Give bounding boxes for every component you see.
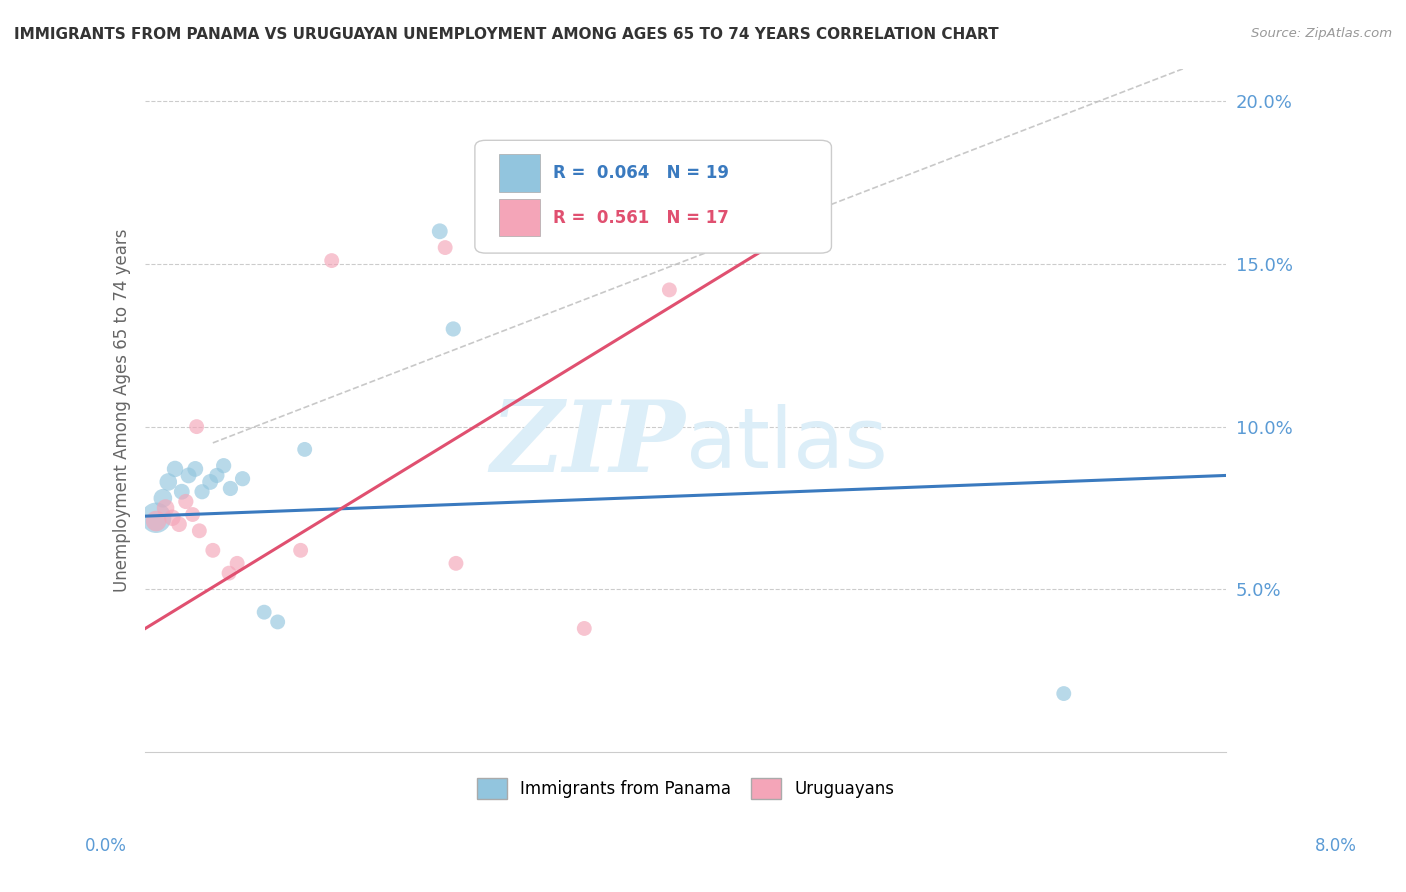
Point <box>444 557 467 571</box>
Point <box>212 458 235 473</box>
FancyBboxPatch shape <box>475 140 831 253</box>
Point <box>201 543 224 558</box>
Text: IMMIGRANTS FROM PANAMA VS URUGUAYAN UNEMPLOYMENT AMONG AGES 65 TO 74 YEARS CORRE: IMMIGRANTS FROM PANAMA VS URUGUAYAN UNEM… <box>14 27 998 42</box>
Point <box>170 484 193 499</box>
Point <box>163 462 186 476</box>
Point <box>253 605 276 619</box>
Point <box>167 517 190 532</box>
Text: Source: ZipAtlas.com: Source: ZipAtlas.com <box>1251 27 1392 40</box>
Y-axis label: Unemployment Among Ages 65 to 74 years: Unemployment Among Ages 65 to 74 years <box>114 228 131 592</box>
Point <box>321 253 343 268</box>
Point <box>145 510 167 524</box>
Point <box>152 491 174 506</box>
Point <box>198 475 221 489</box>
Point <box>232 472 254 486</box>
Legend: Immigrants from Panama, Uruguayans: Immigrants from Panama, Uruguayans <box>470 772 901 805</box>
Point <box>218 566 240 580</box>
Point <box>174 494 197 508</box>
Point <box>266 615 288 629</box>
Text: atlas: atlas <box>686 404 887 485</box>
Point <box>191 484 214 499</box>
Point <box>658 283 681 297</box>
Text: ZIP: ZIP <box>491 396 686 492</box>
Point <box>434 241 457 255</box>
Point <box>186 419 208 434</box>
Point <box>157 475 180 489</box>
Point <box>188 524 211 538</box>
Point <box>574 622 596 636</box>
Text: R =  0.064   N = 19: R = 0.064 N = 19 <box>553 164 728 182</box>
Point <box>155 501 177 516</box>
FancyBboxPatch shape <box>499 199 540 236</box>
Point <box>181 508 204 522</box>
Text: R =  0.561   N = 17: R = 0.561 N = 17 <box>553 209 728 227</box>
Point <box>1053 687 1076 701</box>
Text: 0.0%: 0.0% <box>84 837 127 855</box>
Point <box>184 462 207 476</box>
Point <box>226 557 249 571</box>
Point <box>219 482 242 496</box>
FancyBboxPatch shape <box>499 154 540 192</box>
Point <box>145 514 167 528</box>
Point <box>290 543 312 558</box>
Point <box>441 322 464 336</box>
Text: 8.0%: 8.0% <box>1315 837 1357 855</box>
Point <box>429 224 451 238</box>
Point <box>294 442 316 457</box>
Point <box>162 510 184 524</box>
Point <box>205 468 228 483</box>
Point <box>177 468 200 483</box>
